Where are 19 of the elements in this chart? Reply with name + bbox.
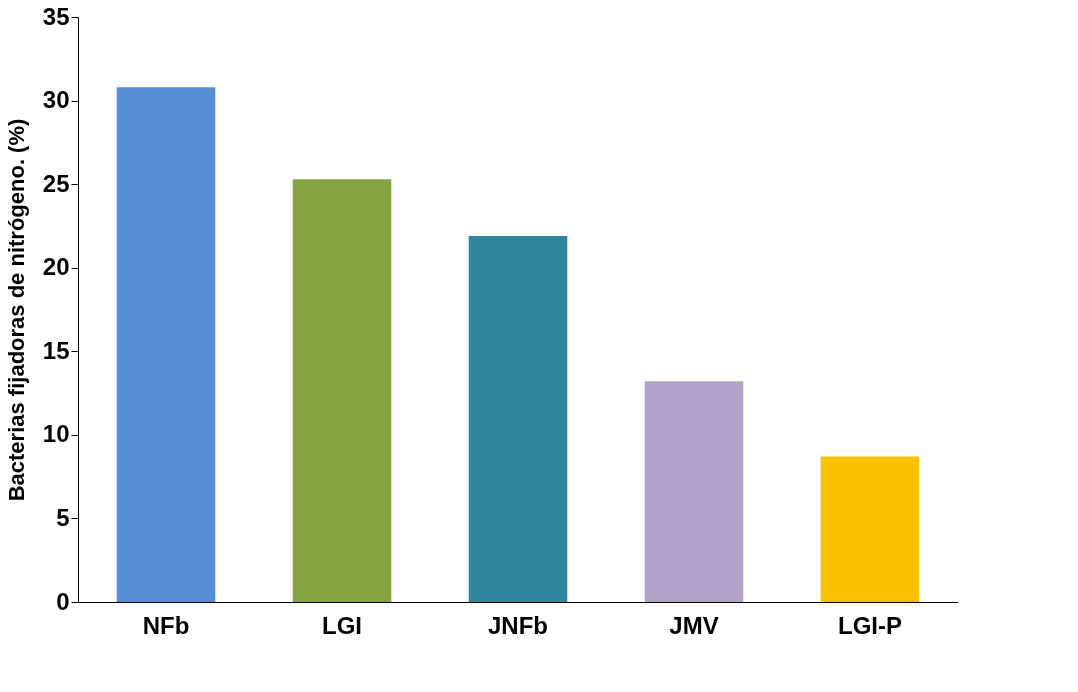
x-tick-label: LGI	[322, 611, 362, 639]
bar	[468, 235, 568, 602]
y-tick-label: 25	[42, 169, 70, 197]
x-tick-label: JNFb	[488, 611, 548, 639]
x-tick-label: LGI-P	[838, 611, 902, 639]
y-tick-label: 10	[42, 420, 70, 448]
bar	[292, 179, 392, 602]
y-tick-label: 35	[42, 2, 70, 30]
bar	[820, 456, 920, 602]
y-tick-label: 20	[42, 253, 70, 281]
bar	[116, 87, 216, 602]
y-tick-label: 15	[42, 336, 70, 364]
y-tick-label: 30	[42, 86, 70, 114]
y-axis-title: Bacterias fijadoras de nitrógeno. (%)	[3, 118, 29, 502]
bar	[644, 381, 744, 602]
x-tick-label: NFb	[142, 611, 190, 639]
y-tick-label: 5	[56, 503, 70, 531]
y-tick-label: 0	[56, 587, 70, 615]
x-tick-label: JMV	[669, 611, 719, 639]
